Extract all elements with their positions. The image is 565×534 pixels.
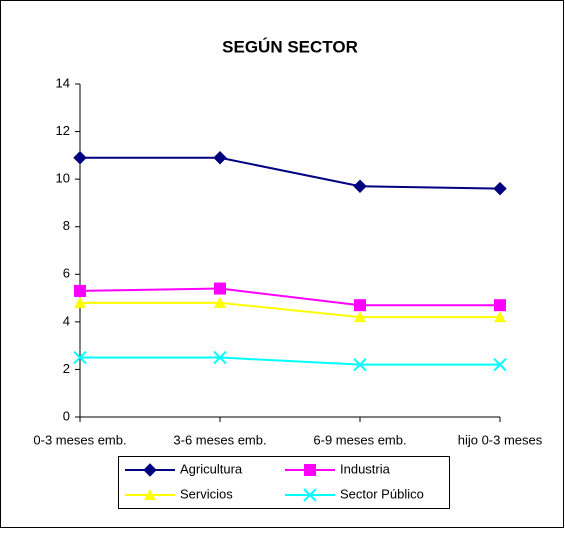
legend-label: Servicios xyxy=(180,486,233,501)
y-tick-label: 8 xyxy=(63,218,70,233)
data-point xyxy=(354,311,366,323)
series-line xyxy=(79,287,500,307)
y-tick-label: 6 xyxy=(63,266,70,281)
y-tick-label: 2 xyxy=(63,361,70,376)
y-tick-label: 12 xyxy=(56,123,70,138)
legend-label: Industria xyxy=(340,461,391,476)
y-tick-label: 14 xyxy=(56,75,70,90)
data-point xyxy=(214,296,226,308)
legend-marker xyxy=(144,489,156,500)
legend-marker xyxy=(143,463,157,477)
data-point xyxy=(74,284,86,297)
data-point xyxy=(213,350,227,365)
data-point xyxy=(74,296,86,308)
series-line xyxy=(80,301,500,319)
data-point xyxy=(73,151,87,165)
data-point xyxy=(493,181,507,196)
y-tick-label: 4 xyxy=(63,313,70,328)
x-tick-label: hijo 0-3 meses xyxy=(458,432,543,447)
data-point xyxy=(494,311,506,323)
data-point xyxy=(493,357,507,372)
legend-label: Agricultura xyxy=(180,461,243,476)
y-tick-label: 0 xyxy=(63,408,70,423)
x-tick-label: 6-9 meses emb. xyxy=(313,432,406,447)
data-point xyxy=(494,299,506,312)
x-tick-label: 0-3 meses emb. xyxy=(33,432,126,447)
legend-marker xyxy=(304,464,316,476)
legend-marker xyxy=(303,488,317,502)
x-tick-label: 3-6 meses emb. xyxy=(173,432,266,447)
data-point xyxy=(213,151,227,165)
legend-label: Sector Público xyxy=(340,486,424,501)
legend-box xyxy=(118,456,450,509)
data-point xyxy=(214,282,226,295)
chart-title: SEGÚN SECTOR xyxy=(222,37,358,56)
data-point xyxy=(353,179,367,193)
data-point xyxy=(73,350,87,365)
series-line xyxy=(80,156,501,190)
y-tick-label: 10 xyxy=(56,171,70,186)
series-line xyxy=(80,356,500,366)
data-point xyxy=(353,357,367,372)
data-point xyxy=(354,299,366,312)
